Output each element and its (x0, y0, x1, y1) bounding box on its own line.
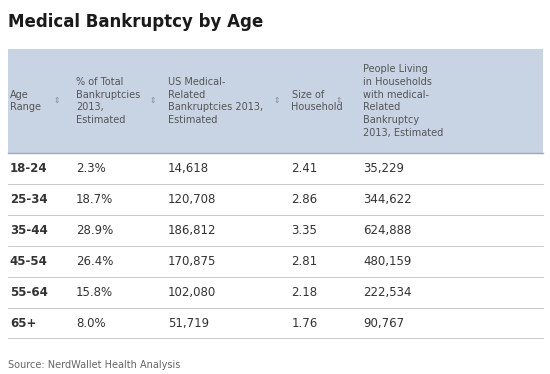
Text: 170,875: 170,875 (168, 255, 216, 268)
Text: 1.76: 1.76 (292, 316, 318, 329)
Text: 2.3%: 2.3% (76, 162, 106, 175)
Text: ⇕: ⇕ (150, 96, 156, 105)
Text: 35,229: 35,229 (363, 162, 404, 175)
Text: 344,622: 344,622 (363, 193, 411, 206)
Text: 2.18: 2.18 (292, 286, 318, 299)
Text: US Medical-
Related
Bankruptcies 2013,
Estimated: US Medical- Related Bankruptcies 2013, E… (168, 77, 263, 125)
Text: 480,159: 480,159 (363, 255, 411, 268)
Text: 25-34: 25-34 (10, 193, 47, 206)
Text: 120,708: 120,708 (168, 193, 216, 206)
Text: Size of
Household: Size of Household (292, 90, 343, 112)
Text: ⇕: ⇕ (54, 96, 60, 105)
Text: 90,767: 90,767 (363, 316, 404, 329)
Text: 15.8%: 15.8% (76, 286, 113, 299)
Text: % of Total
Bankruptcies
2013,
Estimated: % of Total Bankruptcies 2013, Estimated (76, 77, 140, 125)
Text: 186,812: 186,812 (168, 224, 216, 237)
Text: Medical Bankruptcy by Age: Medical Bankruptcy by Age (8, 13, 263, 31)
Text: 3.35: 3.35 (292, 224, 317, 237)
Text: 18-24: 18-24 (10, 162, 47, 175)
Text: 18.7%: 18.7% (76, 193, 113, 206)
Text: 51,719: 51,719 (168, 316, 209, 329)
Text: 55-64: 55-64 (10, 286, 48, 299)
Text: People Living
in Households
with medical-
Related
Bankruptcy
2013, Estimated: People Living in Households with medical… (363, 64, 443, 138)
Text: 14,618: 14,618 (168, 162, 209, 175)
Text: 2.81: 2.81 (292, 255, 318, 268)
Text: 222,534: 222,534 (363, 286, 411, 299)
Text: 624,888: 624,888 (363, 224, 411, 237)
Text: 28.9%: 28.9% (76, 224, 113, 237)
Text: ⇕: ⇕ (336, 96, 342, 105)
Text: Age
Range: Age Range (10, 90, 41, 112)
Text: 45-54: 45-54 (10, 255, 48, 268)
Text: 2.41: 2.41 (292, 162, 318, 175)
Text: 8.0%: 8.0% (76, 316, 106, 329)
Text: 26.4%: 26.4% (76, 255, 113, 268)
Text: 65+: 65+ (10, 316, 36, 329)
Text: 35-44: 35-44 (10, 224, 48, 237)
Text: 102,080: 102,080 (168, 286, 216, 299)
Text: Source: NerdWallet Health Analysis: Source: NerdWallet Health Analysis (8, 360, 180, 370)
Bar (8, 49, 543, 153)
Text: 2.86: 2.86 (292, 193, 318, 206)
Text: ⇕: ⇕ (274, 96, 280, 105)
